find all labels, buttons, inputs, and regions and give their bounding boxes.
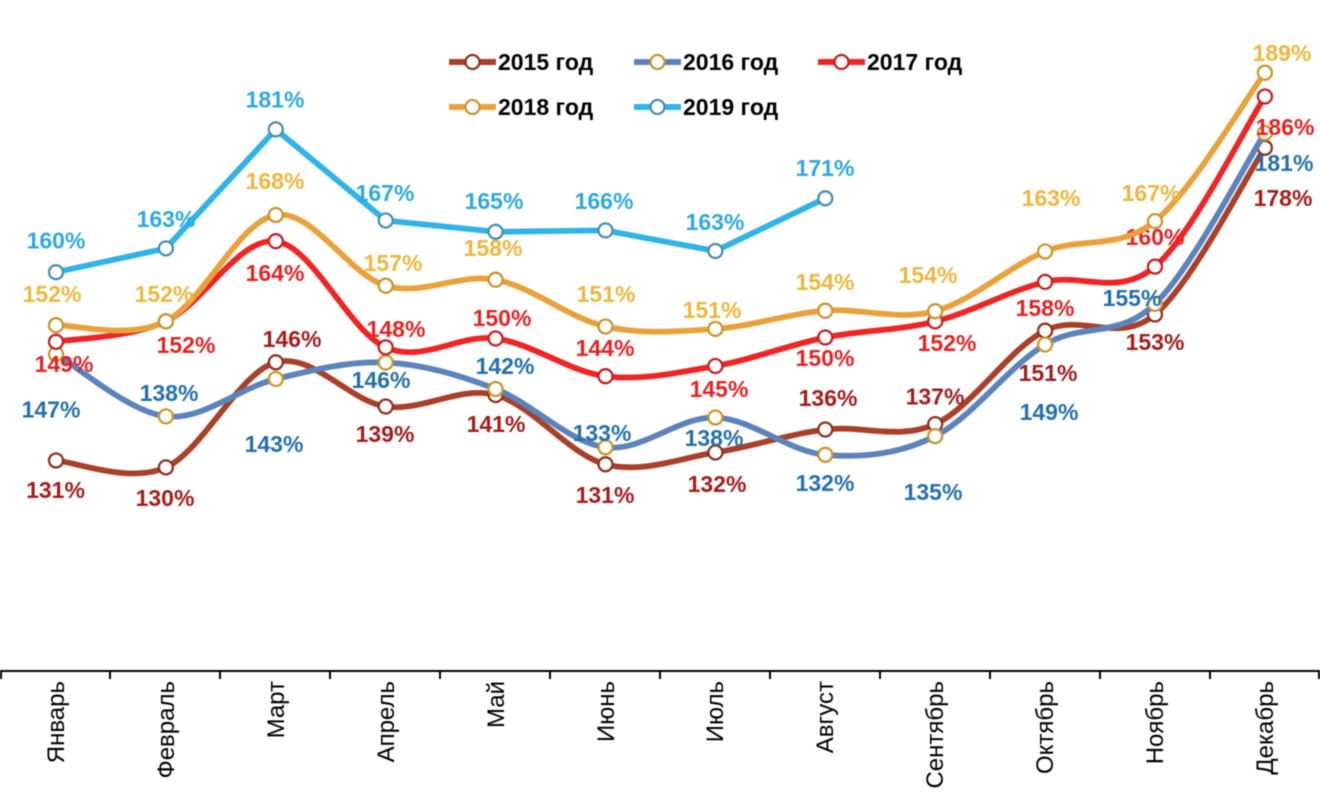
- svg-text:168%: 168%: [246, 168, 305, 194]
- svg-text:138%: 138%: [685, 425, 744, 451]
- svg-text:163%: 163%: [1022, 185, 1081, 211]
- svg-text:164%: 164%: [246, 260, 305, 286]
- svg-text:186%: 186%: [1256, 114, 1315, 140]
- svg-text:166%: 166%: [575, 188, 634, 214]
- svg-text:171%: 171%: [796, 155, 855, 181]
- svg-text:Март: Март: [263, 681, 290, 738]
- svg-text:138%: 138%: [140, 380, 199, 406]
- svg-text:165%: 165%: [465, 188, 524, 214]
- svg-text:133%: 133%: [573, 420, 632, 446]
- svg-text:152%: 152%: [157, 332, 216, 358]
- svg-text:132%: 132%: [796, 470, 855, 496]
- svg-text:155%: 155%: [1103, 285, 1162, 311]
- svg-text:150%: 150%: [473, 305, 532, 331]
- svg-text:167%: 167%: [356, 180, 415, 206]
- svg-text:2016 год: 2016 год: [683, 49, 779, 75]
- svg-text:154%: 154%: [899, 262, 958, 288]
- svg-text:Апрель: Апрель: [373, 681, 400, 762]
- svg-text:143%: 143%: [245, 431, 304, 457]
- svg-text:136%: 136%: [799, 385, 858, 411]
- svg-text:Декабрь: Декабрь: [1252, 681, 1279, 775]
- svg-text:151%: 151%: [577, 281, 636, 307]
- svg-text:151%: 151%: [683, 297, 742, 323]
- svg-text:163%: 163%: [137, 206, 196, 232]
- svg-text:2015 год: 2015 год: [498, 49, 594, 75]
- svg-text:141%: 141%: [467, 411, 526, 437]
- svg-text:150%: 150%: [796, 345, 855, 371]
- svg-text:158%: 158%: [464, 235, 523, 261]
- svg-text:135%: 135%: [904, 479, 963, 505]
- svg-text:154%: 154%: [796, 269, 855, 295]
- svg-text:Январь: Январь: [43, 681, 70, 763]
- svg-text:2019 год: 2019 год: [683, 94, 779, 120]
- svg-text:137%: 137%: [906, 384, 965, 410]
- svg-text:131%: 131%: [576, 482, 635, 508]
- svg-text:2017 год: 2017 год: [867, 49, 963, 75]
- svg-text:149%: 149%: [35, 351, 94, 377]
- svg-text:189%: 189%: [1253, 40, 1312, 66]
- svg-text:167%: 167%: [1122, 180, 1181, 206]
- svg-text:144%: 144%: [576, 335, 635, 361]
- svg-text:Май: Май: [483, 681, 510, 728]
- svg-text:181%: 181%: [1255, 150, 1314, 176]
- svg-text:147%: 147%: [22, 397, 81, 423]
- svg-text:142%: 142%: [476, 353, 535, 379]
- svg-text:157%: 157%: [364, 250, 423, 276]
- svg-text:149%: 149%: [1020, 399, 1079, 425]
- svg-text:146%: 146%: [352, 367, 411, 393]
- svg-text:Февраль: Февраль: [153, 681, 180, 779]
- svg-text:181%: 181%: [246, 87, 305, 113]
- svg-text:Июль: Июль: [702, 681, 729, 742]
- svg-text:152%: 152%: [918, 330, 977, 356]
- svg-text:178%: 178%: [1254, 185, 1313, 211]
- svg-text:132%: 132%: [688, 471, 747, 497]
- svg-text:131%: 131%: [26, 477, 85, 503]
- svg-text:Июнь: Июнь: [593, 681, 620, 742]
- svg-text:146%: 146%: [263, 326, 322, 352]
- svg-text:145%: 145%: [690, 376, 749, 402]
- svg-text:158%: 158%: [1016, 295, 1075, 321]
- svg-text:163%: 163%: [686, 209, 745, 235]
- svg-text:152%: 152%: [23, 281, 82, 307]
- svg-text:Сентябрь: Сентябрь: [922, 681, 949, 789]
- svg-text:153%: 153%: [1126, 329, 1185, 355]
- svg-text:139%: 139%: [356, 421, 415, 447]
- svg-text:Ноябрь: Ноябрь: [1142, 681, 1169, 764]
- svg-text:151%: 151%: [1019, 360, 1078, 386]
- svg-text:2018 год: 2018 год: [498, 94, 594, 120]
- svg-text:152%: 152%: [135, 281, 194, 307]
- svg-text:148%: 148%: [367, 316, 426, 342]
- svg-text:Октябрь: Октябрь: [1032, 681, 1059, 774]
- svg-text:160%: 160%: [27, 228, 86, 254]
- svg-text:Август: Август: [812, 681, 839, 753]
- svg-text:130%: 130%: [136, 485, 195, 511]
